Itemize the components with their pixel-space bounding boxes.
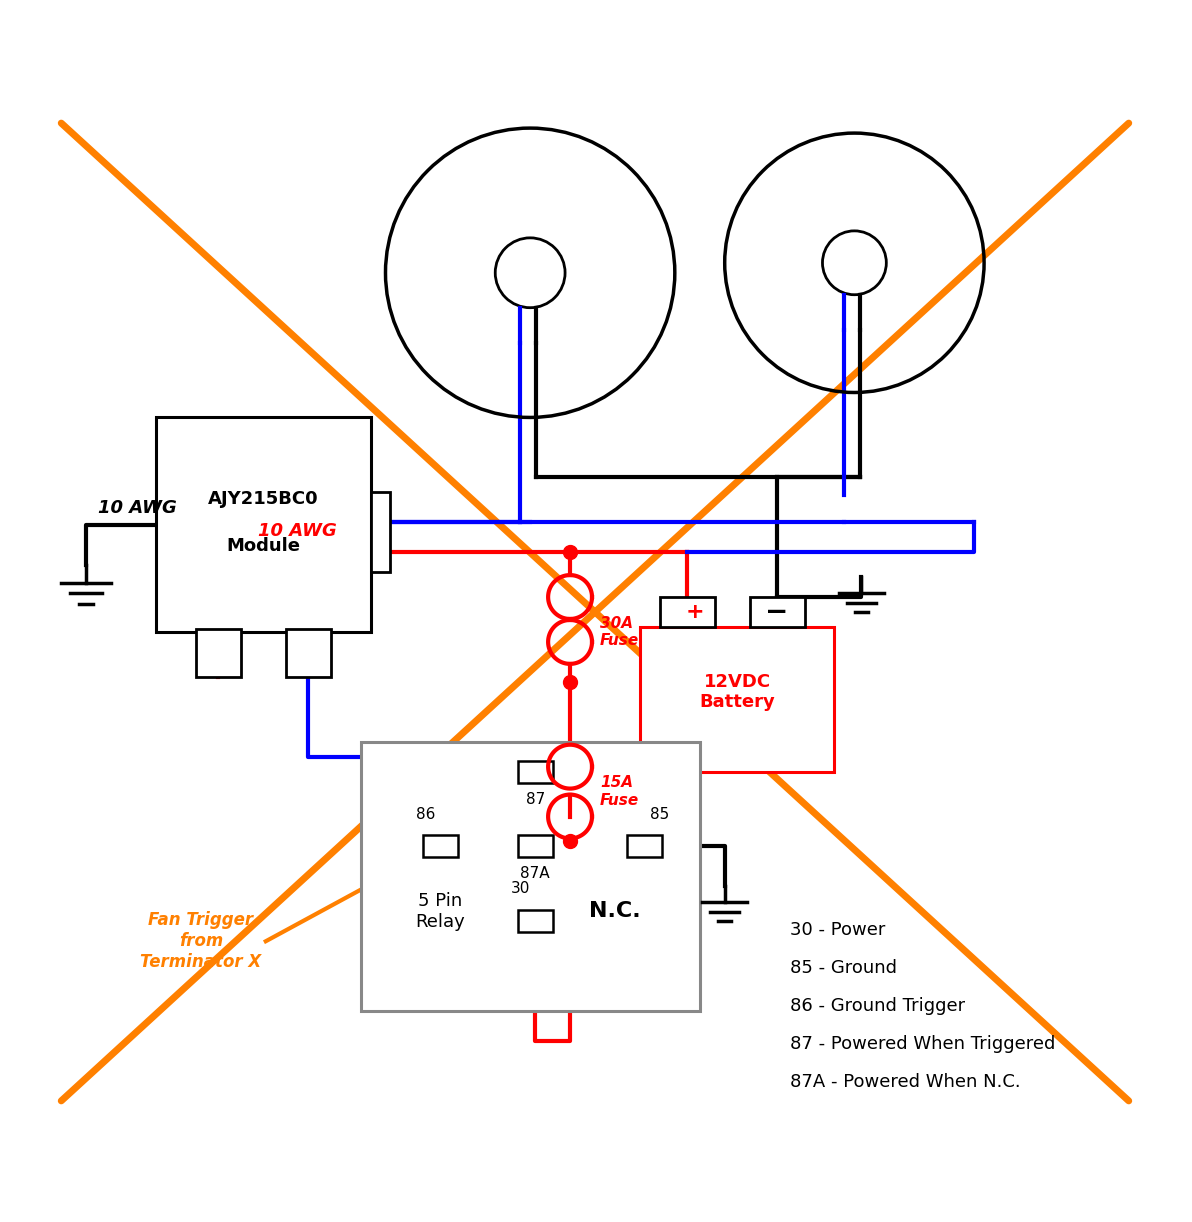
Text: Fan Trigger
from
Terminator X: Fan Trigger from Terminator X bbox=[141, 912, 261, 971]
Text: 5 Pin
Relay: 5 Pin Relay bbox=[416, 892, 465, 931]
Text: 87A - Powered When N.C.: 87A - Powered When N.C. bbox=[789, 1073, 1020, 1091]
FancyBboxPatch shape bbox=[517, 760, 553, 782]
Text: 30: 30 bbox=[511, 881, 530, 897]
FancyBboxPatch shape bbox=[286, 629, 330, 677]
Text: 10 AWG: 10 AWG bbox=[98, 499, 176, 517]
FancyBboxPatch shape bbox=[627, 836, 663, 858]
FancyBboxPatch shape bbox=[371, 492, 391, 572]
Text: 87A: 87A bbox=[521, 866, 550, 881]
FancyBboxPatch shape bbox=[660, 598, 715, 627]
Text: 15A
Fuse: 15A Fuse bbox=[600, 776, 639, 808]
FancyBboxPatch shape bbox=[423, 836, 458, 858]
Text: 10 AWG: 10 AWG bbox=[257, 522, 336, 540]
Text: 87: 87 bbox=[526, 792, 545, 807]
Text: 30A
Fuse: 30A Fuse bbox=[600, 616, 639, 648]
FancyBboxPatch shape bbox=[517, 910, 553, 932]
FancyBboxPatch shape bbox=[750, 598, 805, 627]
Text: 30 - Power: 30 - Power bbox=[789, 921, 884, 940]
FancyBboxPatch shape bbox=[156, 418, 371, 632]
FancyBboxPatch shape bbox=[640, 627, 834, 771]
Text: 87 - Powered When Triggered: 87 - Powered When Triggered bbox=[789, 1035, 1055, 1053]
Text: 85 - Ground: 85 - Ground bbox=[789, 959, 896, 978]
FancyBboxPatch shape bbox=[360, 742, 700, 1011]
Text: −: − bbox=[765, 598, 788, 626]
Text: 85: 85 bbox=[650, 807, 669, 821]
Text: 12VDC
Battery: 12VDC Battery bbox=[700, 672, 775, 711]
Text: 86: 86 bbox=[416, 807, 435, 821]
Text: N.C.: N.C. bbox=[589, 902, 641, 921]
FancyBboxPatch shape bbox=[517, 836, 553, 858]
Text: AJY215BC0: AJY215BC0 bbox=[207, 490, 318, 508]
Text: +: + bbox=[685, 602, 704, 622]
Text: Module: Module bbox=[226, 538, 300, 555]
FancyBboxPatch shape bbox=[195, 629, 241, 677]
Text: 86 - Ground Trigger: 86 - Ground Trigger bbox=[789, 997, 964, 1015]
